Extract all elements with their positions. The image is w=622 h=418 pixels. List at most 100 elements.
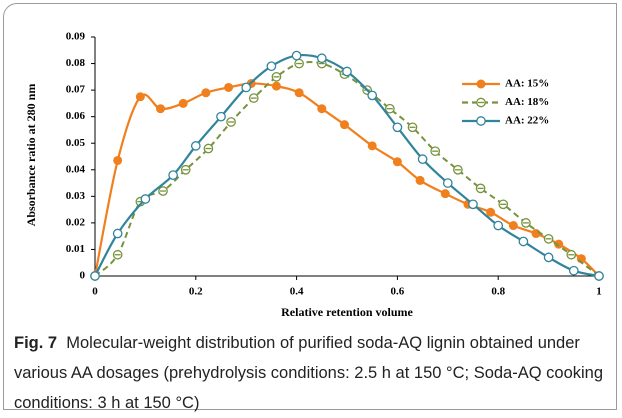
legend-label: AA: 22% [505, 115, 549, 127]
y-tick-label: 0.03 [66, 190, 86, 202]
point [543, 233, 554, 244]
point [113, 155, 123, 165]
point [493, 220, 504, 231]
point [508, 221, 518, 231]
point-circle [493, 220, 504, 231]
point [476, 79, 486, 89]
point-circle [367, 90, 378, 101]
point-circle [291, 50, 302, 61]
y-tick-label: 0.09 [66, 31, 86, 43]
point [392, 122, 403, 133]
y-tick-label: 0.06 [66, 110, 86, 122]
point [271, 81, 281, 91]
point [367, 90, 378, 101]
point [442, 178, 453, 188]
caption: Fig. 7 Molecular-weight distribution of … [14, 328, 614, 418]
point [392, 157, 402, 167]
point [367, 141, 377, 151]
point-circle [417, 154, 428, 165]
point [158, 186, 168, 196]
point [190, 141, 201, 151]
point [112, 249, 123, 260]
point [226, 117, 236, 127]
point [566, 249, 577, 260]
point [521, 218, 531, 228]
y-tick-label: 0.08 [66, 57, 86, 69]
point [216, 111, 226, 122]
x-tick-label: 0.8 [491, 286, 505, 298]
point [248, 93, 259, 103]
point-circle [168, 170, 178, 180]
point [476, 116, 486, 126]
point [498, 199, 509, 210]
caption-label: Fig. 7 [14, 334, 58, 352]
series-line [93, 82, 600, 277]
legend-label: AA: 18% [505, 96, 549, 108]
point [140, 194, 151, 204]
point [543, 252, 554, 263]
point-circle [90, 271, 100, 281]
figure-frame [3, 3, 617, 410]
point [518, 236, 529, 247]
point [468, 199, 478, 210]
point-circle [518, 236, 529, 247]
x-tick-label: 0.4 [290, 286, 304, 298]
point [135, 92, 145, 102]
point-circle [442, 178, 453, 188]
point-circle [468, 199, 478, 210]
point [294, 58, 304, 69]
y-tick-label: 0.02 [66, 216, 86, 228]
y-tick-label: 0.07 [66, 84, 86, 96]
point [415, 175, 425, 185]
point [266, 61, 277, 72]
point [453, 164, 463, 175]
y-tick-label: 0.01 [66, 243, 85, 255]
point [476, 97, 486, 108]
point [594, 271, 604, 281]
point [201, 88, 211, 98]
point [156, 104, 166, 114]
point-circle [342, 66, 352, 77]
point-circle [476, 116, 486, 126]
point [407, 122, 418, 133]
point [168, 170, 178, 180]
point-circle [266, 61, 277, 72]
point-circle [568, 265, 579, 276]
caption-text: Molecular-weight distribution of purifie… [14, 334, 604, 412]
point [440, 189, 450, 199]
x-tick-label: 0.2 [189, 286, 203, 298]
x-tick-label: 0.6 [391, 286, 405, 298]
point [339, 120, 349, 130]
point [241, 82, 252, 93]
point [291, 50, 302, 61]
point [180, 164, 191, 175]
point-circle [216, 111, 226, 122]
point [475, 183, 486, 194]
y-tick-label: 0.04 [66, 163, 86, 175]
point [294, 88, 304, 98]
x-tick-label: 1 [596, 286, 602, 298]
point-circle [190, 141, 201, 151]
x-axis-label: Relative retention volume [281, 305, 413, 319]
point [90, 271, 100, 281]
point-circle [594, 271, 604, 281]
point-circle [140, 194, 151, 204]
point [271, 71, 282, 82]
chart: Relative retention volume Absorbance rat… [24, 31, 604, 319]
point [384, 103, 395, 114]
point [203, 143, 214, 154]
point [178, 98, 188, 108]
point-circle [392, 122, 403, 133]
legend-label: AA: 15% [505, 78, 549, 90]
point [316, 53, 327, 64]
y-tick-label: 0.05 [66, 137, 86, 149]
point [317, 104, 327, 114]
point [112, 228, 123, 239]
point [486, 207, 496, 217]
y-tick-label: 0 [80, 270, 86, 282]
point [342, 66, 352, 77]
point-circle [241, 82, 252, 93]
point-circle [316, 53, 327, 64]
point [554, 239, 564, 249]
point-circle [112, 228, 123, 239]
